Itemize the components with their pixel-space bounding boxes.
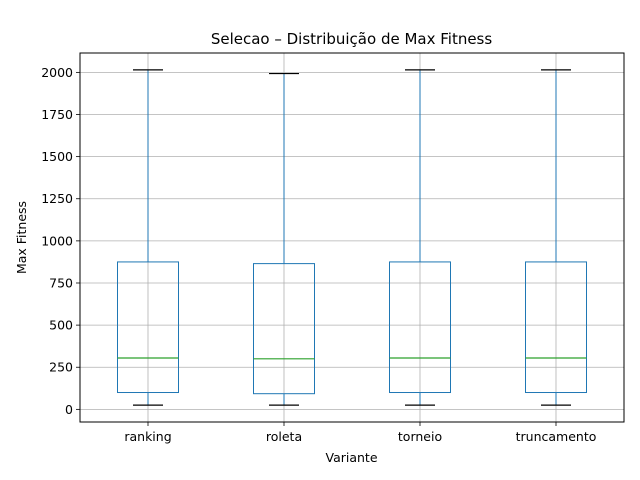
box-ranking xyxy=(117,69,179,406)
box-roleta xyxy=(253,72,315,406)
x-tick-label: ranking xyxy=(124,429,171,444)
y-axis-title: Max Fitness xyxy=(14,201,29,274)
iqr-box xyxy=(389,261,451,394)
box-truncamento xyxy=(525,69,587,406)
y-tick-label: 2000 xyxy=(41,65,73,80)
x-axis-title: Variante xyxy=(325,450,377,465)
y-tick-label: 1500 xyxy=(41,149,73,164)
chart-title: Selecao – Distribuição de Max Fitness xyxy=(211,30,493,48)
y-tick-label: 250 xyxy=(49,360,73,375)
x-tick-label: roleta xyxy=(266,429,302,444)
y-tick-label: 750 xyxy=(49,275,73,290)
box-torneio xyxy=(389,69,451,406)
iqr-box xyxy=(117,261,179,394)
y-tick-label: 1750 xyxy=(41,107,73,122)
y-tick-label: 0 xyxy=(65,402,73,417)
y-tick-label: 1000 xyxy=(41,233,73,248)
x-tick-label: truncamento xyxy=(516,429,597,444)
y-tick-label: 500 xyxy=(49,318,73,333)
ticks: 0 250 500 750 1000 1250 1500 1750 2000 ranking rol… xyxy=(41,65,596,444)
x-tick-label: torneio xyxy=(398,429,442,444)
iqr-box xyxy=(253,263,315,395)
plot-area-frame xyxy=(79,52,625,423)
iqr-box xyxy=(525,261,587,394)
boxes xyxy=(117,69,587,406)
y-tick-label: 1250 xyxy=(41,191,73,206)
